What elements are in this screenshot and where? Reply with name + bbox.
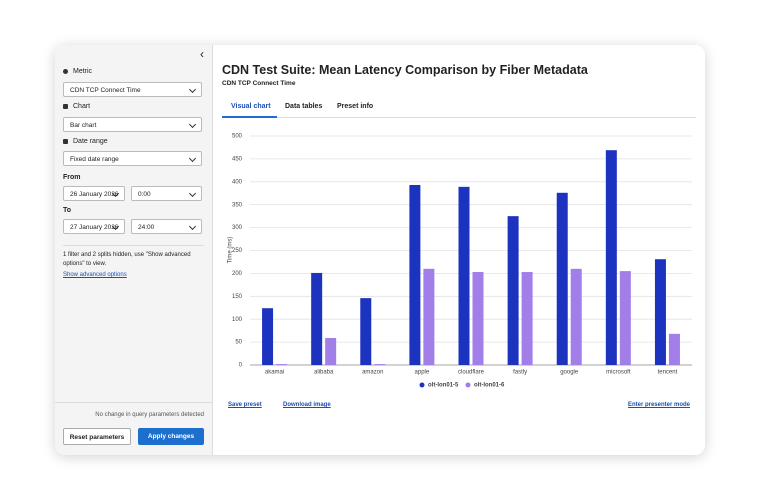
x-tick-label: amazon bbox=[362, 370, 383, 376]
from-time[interactable]: 0:00 bbox=[131, 186, 202, 201]
to-time[interactable]: 24:00 bbox=[131, 219, 202, 234]
x-tick-label: google bbox=[560, 370, 579, 376]
link[interactable]: Show advanced options bbox=[63, 272, 127, 278]
x-tick-label: alibaba bbox=[314, 370, 334, 376]
y-tick-label: 450 bbox=[232, 156, 243, 162]
collapse-button[interactable]: ‹ bbox=[200, 47, 204, 61]
bar bbox=[668, 333, 680, 365]
x-tick-label: cloudflare bbox=[458, 370, 485, 376]
tab-indicator bbox=[222, 116, 277, 118]
legend-marker bbox=[465, 382, 471, 388]
y-tick-label: 150 bbox=[232, 294, 243, 300]
x-tick-label: apple bbox=[415, 370, 430, 376]
bar bbox=[311, 272, 323, 365]
bar bbox=[570, 268, 582, 365]
label: Metric bbox=[73, 68, 93, 75]
download-link[interactable]: Download image bbox=[283, 402, 331, 408]
legend-label: olt-lon01-6 bbox=[474, 383, 505, 389]
x-tick-label: microsoft bbox=[606, 370, 631, 376]
from-date[interactable]: 26 January 2026 bbox=[63, 186, 125, 201]
bar bbox=[262, 308, 274, 365]
apply-button[interactable]: Apply changes bbox=[138, 428, 204, 445]
bar bbox=[619, 271, 631, 365]
bar bbox=[458, 186, 470, 365]
tab[interactable]: Visual chart bbox=[231, 103, 271, 110]
bar bbox=[360, 298, 372, 365]
x-tick-label: tencent bbox=[658, 370, 678, 376]
bar bbox=[521, 272, 533, 365]
bar bbox=[507, 216, 519, 365]
y-axis-label: Time (ms) bbox=[228, 237, 234, 264]
y-tick-label: 100 bbox=[232, 317, 243, 323]
divider bbox=[63, 245, 204, 246]
reset-button[interactable]: Reset parameters bbox=[63, 428, 131, 445]
page-subtitle: CDN TCP Connect Time bbox=[222, 80, 296, 87]
bar bbox=[409, 185, 421, 365]
y-tick-label: 200 bbox=[232, 271, 243, 277]
x-tick-label: akamai bbox=[265, 370, 284, 376]
bar bbox=[374, 364, 386, 365]
chart: Time (ms) 0 50 100 150 200 250 300 350 400 450 500… bbox=[228, 134, 692, 389]
save-link[interactable]: Save preset bbox=[228, 402, 262, 408]
bar bbox=[276, 364, 288, 365]
bar bbox=[654, 259, 666, 365]
y-tick-label: 50 bbox=[235, 340, 242, 346]
window: ‹ Metric CDN TCP Connect Time Chart Bar … bbox=[55, 45, 705, 455]
bar bbox=[472, 272, 484, 365]
bar bbox=[423, 268, 435, 365]
label: To bbox=[63, 207, 72, 214]
legend-marker bbox=[419, 382, 425, 388]
y-tick-label: 500 bbox=[232, 134, 243, 140]
legend-label: olt-lon01-5 bbox=[428, 383, 459, 389]
to-date[interactable]: 27 January 2026 bbox=[63, 219, 125, 234]
label: Chart bbox=[73, 103, 91, 110]
sidebar: ‹ Metric CDN TCP Connect Time Chart Bar … bbox=[55, 45, 213, 455]
chart-select[interactable]: Bar chart bbox=[63, 117, 202, 132]
y-tick-label: 350 bbox=[232, 202, 243, 208]
divider bbox=[55, 402, 212, 403]
label: From bbox=[63, 174, 81, 181]
presenter-link[interactable]: Enter presenter mode bbox=[627, 402, 690, 408]
bar bbox=[325, 337, 337, 365]
tab[interactable]: Data tables bbox=[285, 103, 323, 110]
label: Date range bbox=[73, 138, 108, 145]
bar bbox=[605, 150, 617, 365]
note: 1 filter and 2 splits hidden, use "Show … bbox=[63, 252, 191, 267]
y-tick-label: 0 bbox=[239, 363, 243, 369]
y-tick-label: 250 bbox=[232, 248, 243, 254]
icon bbox=[63, 104, 68, 109]
tab[interactable]: Preset info bbox=[337, 103, 374, 110]
y-tick-label: 400 bbox=[232, 179, 243, 185]
tab-divider bbox=[222, 117, 696, 118]
icon bbox=[63, 69, 68, 74]
page-title: CDN Test Suite: Mean Latency Comparison … bbox=[222, 63, 588, 77]
metric-select[interactable]: CDN TCP Connect Time bbox=[63, 82, 202, 97]
bar bbox=[556, 192, 568, 365]
x-tick-label: fastly bbox=[513, 370, 527, 376]
icon bbox=[63, 139, 68, 144]
status: No change in query parameters detected bbox=[95, 412, 204, 418]
range-select[interactable]: Fixed date range bbox=[63, 151, 202, 166]
y-tick-label: 300 bbox=[232, 225, 243, 231]
